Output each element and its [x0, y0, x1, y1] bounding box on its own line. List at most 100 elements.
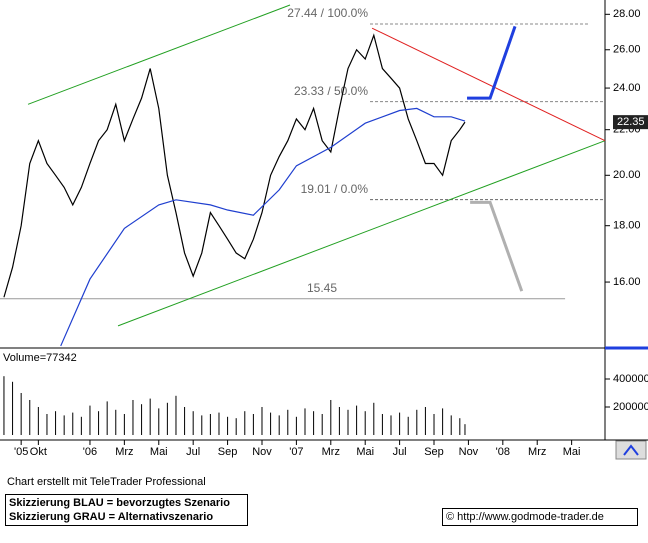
x-tick-label: Mrz [115, 446, 133, 458]
volume-bar [407, 416, 409, 436]
volume-bar [149, 398, 151, 436]
volume-bar [442, 408, 444, 436]
volume-bar [98, 411, 100, 436]
trendline [27, 4, 291, 105]
volume-bar [330, 399, 332, 436]
volume-bar [321, 413, 323, 436]
volume-bar [390, 415, 392, 436]
x-tick-label: '07 [289, 446, 303, 458]
volume-bar [399, 412, 401, 436]
x-tick-label: '05 [14, 446, 28, 458]
volume-bar [235, 418, 237, 436]
volume-bar [37, 406, 39, 436]
x-tick-label: Mai [563, 446, 581, 458]
tool-icon[interactable] [615, 440, 647, 460]
volume-bar [123, 413, 125, 436]
tool-icon-glyph [623, 444, 639, 456]
volume-bar [29, 399, 31, 436]
trendline [467, 25, 517, 100]
y-tick-label: 16.00 [613, 276, 641, 288]
volume-bar [55, 411, 57, 436]
volume-bar [106, 401, 108, 436]
volume-bar [12, 381, 14, 436]
volume-bar [313, 411, 315, 436]
last-price-label: 22.35 [617, 116, 645, 128]
volume-bar [201, 415, 203, 436]
volume-bar [227, 416, 229, 436]
level-label: 19.01 / 0.0% [301, 182, 369, 196]
volume-bar [450, 415, 452, 436]
volume-bar [89, 405, 91, 436]
trendline [117, 140, 606, 327]
volume-bar [424, 406, 426, 436]
volume-bar [192, 411, 194, 436]
level-label: 27.44 / 100.0% [287, 6, 368, 20]
x-tick-label: '08 [496, 446, 510, 458]
volume-bar [295, 416, 297, 436]
volume-bar [244, 411, 246, 436]
volume-bar [459, 418, 461, 436]
x-tick-label: Mai [150, 446, 168, 458]
volume-bar [287, 409, 289, 436]
trendline [470, 200, 524, 292]
volume-bar [63, 415, 65, 436]
x-tick-label: Okt [30, 446, 47, 458]
level-label: 23.33 / 50.0% [294, 84, 368, 98]
volume-bar [416, 409, 418, 436]
volume-bar [364, 411, 366, 436]
x-tick-label: Sep [218, 446, 238, 458]
volume-bar [433, 413, 435, 436]
x-tick-label: Sep [424, 446, 444, 458]
volume-bar [175, 395, 177, 436]
legend-line: Skizzierung BLAU = bevorzugtes Szenario [9, 497, 230, 509]
volume-bar [261, 406, 263, 436]
volume-bar [338, 406, 340, 436]
y-tick-label: 24.00 [613, 82, 641, 94]
volume-bar [166, 402, 168, 436]
x-tick-label: Nov [252, 446, 272, 458]
volume-bar [270, 412, 272, 436]
y-tick-label: 28.00 [613, 8, 641, 20]
volume-bar [20, 392, 22, 436]
y-tick-label: 20.00 [613, 169, 641, 181]
volume-bar [347, 409, 349, 436]
volume-bar [356, 405, 358, 436]
volume-bar [304, 408, 306, 436]
level-label: 15.45 [307, 281, 337, 295]
y-tick-label: 26.00 [613, 44, 641, 56]
x-tick-label: Mrz [528, 446, 546, 458]
source: © http://www.godmode-trader.de [442, 508, 638, 526]
legend-line: Skizzierung GRAU = Alternativszenario [9, 511, 214, 523]
legend-box: Skizzierung BLAU = bevorzugtes Szenario … [5, 494, 248, 526]
panel-title: Volume=77342 [3, 352, 77, 364]
volume-bar [132, 399, 134, 436]
volume-bar [278, 415, 280, 436]
x-tick-label: '06 [83, 446, 97, 458]
volume-bar [3, 376, 5, 436]
volume-bar [80, 416, 82, 436]
volume-bar [184, 406, 186, 436]
volume-bar [381, 413, 383, 436]
trendline [371, 27, 606, 142]
volume-bar [115, 409, 117, 436]
volume-bar [218, 412, 220, 436]
x-tick-label: Mai [356, 446, 374, 458]
price-line [60, 107, 466, 347]
y-tick-label: 18.00 [613, 220, 641, 232]
x-tick-label: Jul [186, 446, 200, 458]
x-tick-label: Mrz [322, 446, 340, 458]
x-tick-label: Nov [459, 446, 479, 458]
y-tick-label: 200000 [613, 401, 648, 413]
x-tick-label: Jul [393, 446, 407, 458]
volume-bar [158, 408, 160, 436]
volume-bar [46, 413, 48, 436]
y-tick-label: 400000 [613, 373, 648, 385]
volume-bar [464, 424, 466, 436]
volume-bar [252, 413, 254, 436]
credit: Chart erstellt mit TeleTrader Profession… [7, 476, 206, 488]
last-price-box [613, 115, 648, 130]
volume-bar [141, 404, 143, 436]
volume-bar [209, 413, 211, 436]
volume-bar [373, 402, 375, 436]
